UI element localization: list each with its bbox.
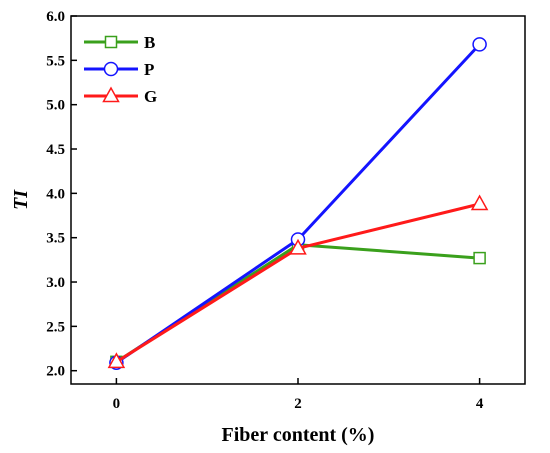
x-tick-label: 4 <box>476 396 484 412</box>
legend-marker <box>104 35 118 49</box>
series-b-point <box>473 251 486 265</box>
series-b-line <box>115 243 480 364</box>
y-tick-label: 3.0 <box>46 275 65 291</box>
series-p-line <box>115 43 481 364</box>
y-tick-label: 2.5 <box>46 319 65 335</box>
legend-item-p: P <box>84 60 154 79</box>
y-tick-label: 4.0 <box>46 186 65 202</box>
y-tick-label: 6.0 <box>46 9 65 25</box>
legend-label: P <box>144 60 154 79</box>
series-g-line <box>115 202 480 364</box>
plot-frame <box>70 15 526 385</box>
legend-item-g: G <box>84 86 157 106</box>
series-layer <box>107 37 489 370</box>
y-axis: 2.0 2.5 3.0 3.5 4.0 4.5 5.0 5.5 6.0 <box>46 9 77 380</box>
series-g-point <box>107 352 126 369</box>
x-axis-title: Fiber content (%) <box>222 424 375 446</box>
y-tick-label: 3.5 <box>46 231 65 247</box>
series-p-point <box>472 37 487 52</box>
series-b <box>110 238 486 369</box>
y-tick-label: 2.0 <box>46 364 65 380</box>
x-tick-label: 0 <box>113 396 121 412</box>
series-p <box>109 37 487 370</box>
y-tick-label: 5.0 <box>46 98 65 114</box>
series-g-point <box>470 194 489 211</box>
legend-label: G <box>144 87 157 106</box>
series-g <box>107 194 489 369</box>
legend-item-b: B <box>84 33 155 52</box>
x-tick-label: 2 <box>294 396 302 412</box>
x-axis: 0 2 4 <box>113 378 484 412</box>
legend-marker <box>102 86 120 103</box>
legend-label: B <box>144 33 155 52</box>
series-g-point <box>289 238 307 255</box>
y-axis-title: TI <box>10 189 32 210</box>
legend-marker <box>103 61 119 77</box>
y-tick-label: 5.5 <box>46 53 65 69</box>
legend: BPG <box>84 33 157 106</box>
y-tick-label: 4.5 <box>46 142 65 158</box>
